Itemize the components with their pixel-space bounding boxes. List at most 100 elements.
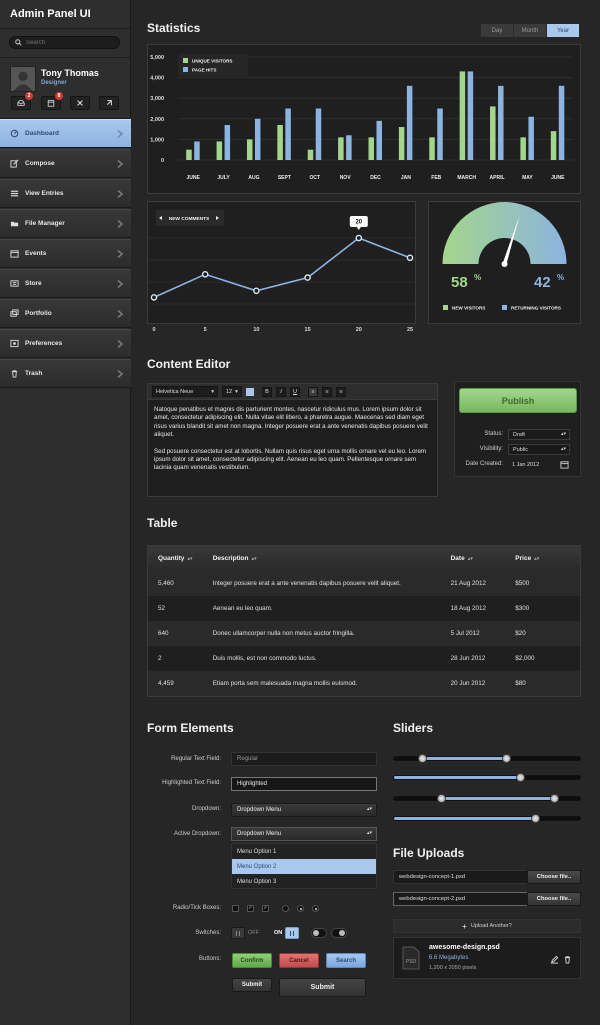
- upload-another-button[interactable]: + Upload Another?: [393, 919, 581, 933]
- highlighted-text-field[interactable]: Highlighted: [231, 777, 377, 791]
- tab-year[interactable]: Year: [547, 24, 580, 37]
- sidebar-item-portfolio[interactable]: Portfolio: [0, 299, 131, 328]
- menu-option-2[interactable]: Menu Option 2: [232, 859, 376, 874]
- table-cell: 640: [158, 630, 169, 637]
- col-price[interactable]: Price ▴▾: [515, 555, 580, 562]
- sidebar-item-events[interactable]: Events: [0, 239, 131, 268]
- table-row[interactable]: 52 Aenean eu leo quam. 18 Aug 2012 $300: [148, 596, 580, 621]
- slider-handle[interactable]: [501, 754, 511, 763]
- font-select[interactable]: Helvetica Neue ▾: [152, 386, 218, 397]
- psd-file-icon: PSD: [402, 946, 420, 970]
- slider[interactable]: [393, 773, 581, 782]
- slider[interactable]: [393, 794, 581, 803]
- slider-handle[interactable]: [549, 794, 559, 803]
- sidebar-item-compose[interactable]: Compose: [0, 149, 131, 178]
- calendar-button[interactable]: 8: [41, 92, 63, 110]
- radio-selected[interactable]: [312, 905, 319, 912]
- size-select[interactable]: 12 ▾: [222, 386, 242, 397]
- search-input[interactable]: [26, 39, 116, 46]
- sidebar-item-dashboard[interactable]: Dashboard: [0, 119, 131, 148]
- prev-arrow-icon[interactable]: [159, 216, 162, 220]
- legend-label: PAGE HITS: [192, 68, 216, 73]
- y-tick-label: 3,000: [150, 96, 164, 102]
- submit-button-large[interactable]: Submit: [279, 978, 366, 997]
- bar-page-hits: [285, 108, 291, 160]
- sidebar-item-preferences[interactable]: Preferences: [0, 329, 131, 358]
- date-field[interactable]: 1 Jan 2012: [508, 459, 556, 470]
- align-center-icon[interactable]: ≡: [322, 386, 332, 397]
- search-box[interactable]: [9, 36, 120, 49]
- bar-unique-visitors: [246, 139, 253, 160]
- regular-text-field[interactable]: Regular: [231, 752, 377, 766]
- cancel-button[interactable]: Cancel: [279, 953, 319, 968]
- radio-unselected[interactable]: [282, 905, 289, 912]
- publish-button[interactable]: Publish: [459, 388, 577, 413]
- chevron-right-icon: [117, 340, 123, 348]
- tools-button[interactable]: [70, 96, 90, 110]
- tab-month[interactable]: Month: [514, 24, 547, 37]
- align-right-icon[interactable]: ≡: [336, 386, 346, 397]
- text-color-swatch[interactable]: [246, 387, 254, 396]
- menu-option-1[interactable]: Menu Option 1: [237, 848, 277, 855]
- table-row[interactable]: 2 Duis mollis, est non commodo luctus. 28 …: [148, 646, 580, 671]
- table-cell: 2: [158, 655, 162, 662]
- edit-icon[interactable]: [550, 955, 559, 964]
- table-cell: 5,460: [158, 580, 174, 587]
- tab-day[interactable]: Day: [481, 24, 514, 37]
- chevron-right-icon: [117, 190, 123, 198]
- editor-body[interactable]: Natoque penatibus et magnis dis parturie…: [147, 400, 438, 497]
- slider-handle[interactable]: [436, 794, 446, 803]
- bold-button[interactable]: B: [262, 386, 272, 397]
- col-description[interactable]: Description ▴▾: [213, 555, 451, 562]
- col-date[interactable]: Date ▴▾: [451, 555, 516, 562]
- sidebar-item-file-manager[interactable]: File Manager: [0, 209, 131, 238]
- line-point: [201, 271, 209, 278]
- col-quantity[interactable]: Quantity ▴▾: [148, 555, 213, 562]
- align-left-icon[interactable]: ≡: [308, 386, 318, 397]
- logout-button[interactable]: [99, 96, 119, 110]
- choose-file-button[interactable]: Choose file..: [527, 892, 581, 906]
- toggle-off[interactable]: [311, 928, 327, 938]
- status-select[interactable]: Draft ▴▾: [508, 429, 570, 440]
- submit-button-small[interactable]: Submit: [232, 978, 272, 992]
- sidebar-item-view-entries[interactable]: View Entries: [0, 179, 131, 208]
- y-tick-label: 4,000: [150, 76, 164, 82]
- radio-selected[interactable]: [297, 905, 304, 912]
- underline-button[interactable]: U: [290, 386, 300, 397]
- calendar-icon[interactable]: [560, 460, 569, 469]
- switch-off[interactable]: OFF: [231, 927, 265, 939]
- trash-icon[interactable]: [563, 955, 572, 964]
- italic-button[interactable]: I: [276, 386, 286, 397]
- sidebar-item-store[interactable]: Store: [0, 269, 131, 298]
- table-row[interactable]: 640 Donec ullamcorper nulla non metus auc…: [148, 621, 580, 646]
- checkbox-checked[interactable]: ✓: [262, 905, 269, 912]
- font-select-value: Helvetica Neue: [156, 388, 194, 395]
- checkbox-unchecked[interactable]: [232, 905, 239, 912]
- slider-handle[interactable]: [516, 773, 526, 782]
- slider[interactable]: [393, 814, 581, 823]
- y-tick-label: 2,000: [150, 117, 164, 123]
- slider-handle[interactable]: [417, 754, 427, 763]
- slider-handle[interactable]: [531, 814, 541, 823]
- table-row[interactable]: 4,459 Etiam porta sem malesuada magna mol…: [148, 671, 580, 696]
- legend-box: [178, 54, 248, 76]
- new-visitors-value: 58: [451, 274, 468, 291]
- chevron-right-icon: [117, 220, 123, 228]
- sidebar-item-trash[interactable]: Trash: [0, 359, 131, 388]
- search-button[interactable]: Search: [326, 953, 366, 968]
- upload-filename: webdesign-concept-1.psd: [399, 874, 466, 880]
- switch-on[interactable]: ON: [274, 927, 308, 939]
- table-row[interactable]: 5,460 Integer posuere erat a ante venenat…: [148, 571, 580, 596]
- confirm-button[interactable]: Confirm: [232, 953, 272, 968]
- dropdown[interactable]: Dropdown Menu ▴▾: [231, 803, 377, 817]
- slider-fill: [440, 797, 554, 800]
- toggle-on[interactable]: [331, 928, 347, 938]
- menu-option-3[interactable]: Menu Option 3: [237, 878, 277, 885]
- inbox-button[interactable]: 2: [11, 92, 33, 110]
- active-dropdown[interactable]: Dropdown Menu ▴▾: [231, 827, 377, 841]
- slider[interactable]: [393, 754, 581, 763]
- next-arrow-icon[interactable]: [216, 216, 219, 220]
- choose-file-button[interactable]: Choose file..: [527, 870, 581, 884]
- checkbox-checked[interactable]: ✓: [247, 905, 254, 912]
- visibility-select[interactable]: Public ▴▾: [508, 444, 570, 455]
